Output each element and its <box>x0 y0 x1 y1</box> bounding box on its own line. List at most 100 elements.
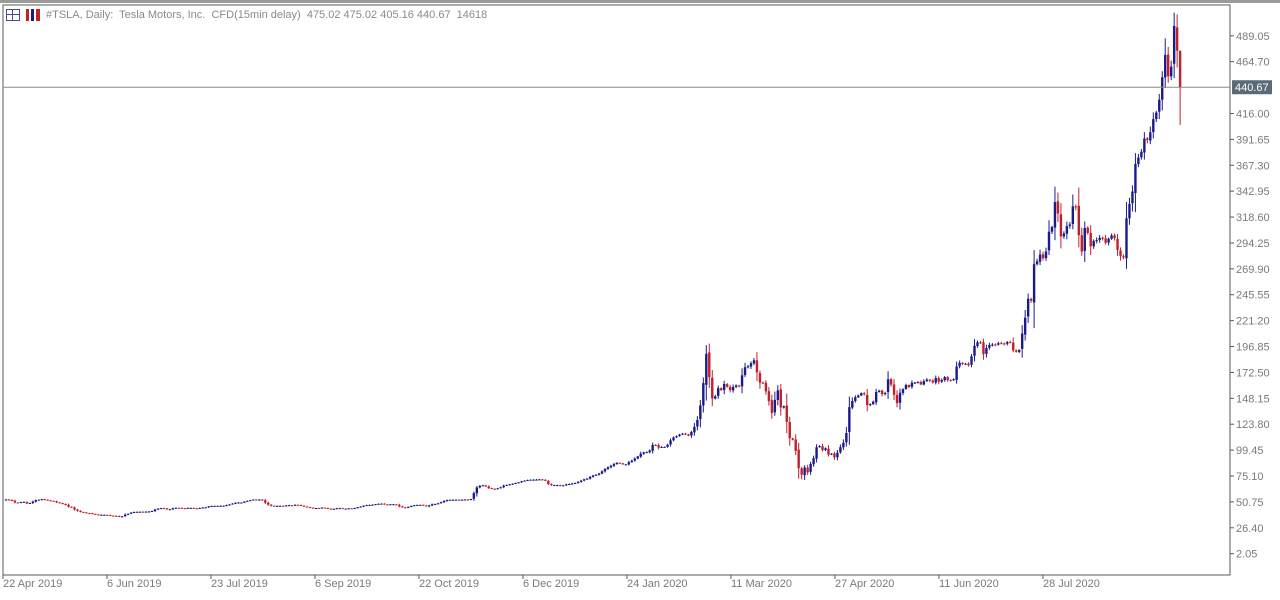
candle <box>469 498 473 501</box>
candle <box>880 389 884 397</box>
candle <box>174 507 178 509</box>
candle-body <box>1020 333 1024 349</box>
chart-header: #TSLA, Daily: Tesla Motors, Inc. CFD(15m… <box>6 7 487 23</box>
candle <box>442 500 446 503</box>
candle <box>907 384 911 388</box>
candle <box>1047 220 1051 256</box>
candle-body <box>967 363 970 366</box>
candle <box>857 394 860 398</box>
chart-grid-icon[interactable] <box>6 9 20 21</box>
candle-body <box>338 508 341 510</box>
candle <box>463 499 467 501</box>
candle <box>904 383 908 390</box>
candle <box>618 462 622 464</box>
candle-body <box>588 476 592 479</box>
candle-body <box>97 514 100 516</box>
candle <box>350 508 353 510</box>
candle <box>758 370 762 389</box>
candle <box>1152 112 1155 139</box>
candle <box>43 498 46 501</box>
x-tick-label: 27 Apr 2020 <box>835 578 894 590</box>
candle-body <box>666 444 669 447</box>
candle <box>1035 258 1039 266</box>
candle-body <box>439 502 443 504</box>
candle <box>457 499 461 501</box>
candle-body <box>216 505 219 507</box>
candle-body <box>585 478 589 480</box>
candle <box>484 484 487 487</box>
candle <box>824 447 827 452</box>
y-tick-label: 245.55 <box>1236 290 1270 302</box>
candle <box>651 442 654 454</box>
candle <box>1003 342 1006 346</box>
candle <box>1071 194 1075 230</box>
candle <box>1092 239 1095 249</box>
candle-body <box>800 468 803 475</box>
candle-body <box>141 511 145 513</box>
candle <box>889 377 893 387</box>
candle <box>323 507 327 509</box>
candle-body <box>1152 119 1155 133</box>
candle <box>743 362 747 378</box>
candle <box>1110 233 1113 240</box>
candle-body <box>144 511 148 513</box>
candle <box>1178 50 1182 125</box>
candle-body <box>794 439 797 451</box>
candle <box>562 485 565 487</box>
y-tick-label: 416.00 <box>1236 108 1270 120</box>
x-tick-label: 24 Jan 2020 <box>627 578 688 590</box>
candle-body <box>672 437 675 441</box>
candle <box>544 479 547 482</box>
candle-body <box>880 390 884 395</box>
candle <box>699 400 702 428</box>
candle-body <box>329 508 333 510</box>
candle-body <box>323 507 327 509</box>
candle-body <box>454 499 458 501</box>
candle <box>994 343 997 347</box>
symbol-info: #TSLA, Daily: Tesla Motors, Inc. CFD(15m… <box>46 9 488 21</box>
candle-body <box>79 510 82 512</box>
candle <box>886 371 890 399</box>
candle <box>281 505 285 507</box>
candle-body <box>380 503 383 505</box>
candle-body <box>964 363 967 365</box>
candle-body <box>919 381 923 385</box>
candle <box>118 515 121 518</box>
candle <box>624 464 628 466</box>
candle-body <box>255 499 258 501</box>
candle-body <box>1029 298 1033 301</box>
candle <box>284 505 288 507</box>
candle-body <box>1119 250 1122 257</box>
y-tick-label: 123.80 <box>1236 419 1270 431</box>
candle <box>493 488 496 490</box>
candle <box>809 461 812 475</box>
candle-body <box>43 499 46 501</box>
x-tick-label: 22 Apr 2019 <box>3 578 62 590</box>
candle <box>213 505 216 507</box>
candle-body <box>758 373 762 383</box>
candle <box>928 378 931 382</box>
candle-body <box>910 382 914 387</box>
candle <box>1107 237 1110 246</box>
candle-body <box>371 504 374 506</box>
candle-body <box>490 488 493 490</box>
candle <box>1050 225 1054 234</box>
candle <box>103 514 106 516</box>
candle <box>49 500 52 502</box>
candle <box>377 503 380 505</box>
candle-body <box>937 378 940 382</box>
candle <box>833 451 836 460</box>
candle-body <box>350 508 353 510</box>
candle-body <box>121 516 124 518</box>
candle-body <box>517 482 520 484</box>
candle <box>341 507 344 510</box>
candle <box>764 380 768 395</box>
candle-body <box>168 509 172 511</box>
chart-bars-icon[interactable] <box>26 9 40 21</box>
candle-body <box>410 505 413 507</box>
candle <box>627 460 631 466</box>
candle <box>395 504 398 506</box>
candle <box>1098 235 1101 243</box>
